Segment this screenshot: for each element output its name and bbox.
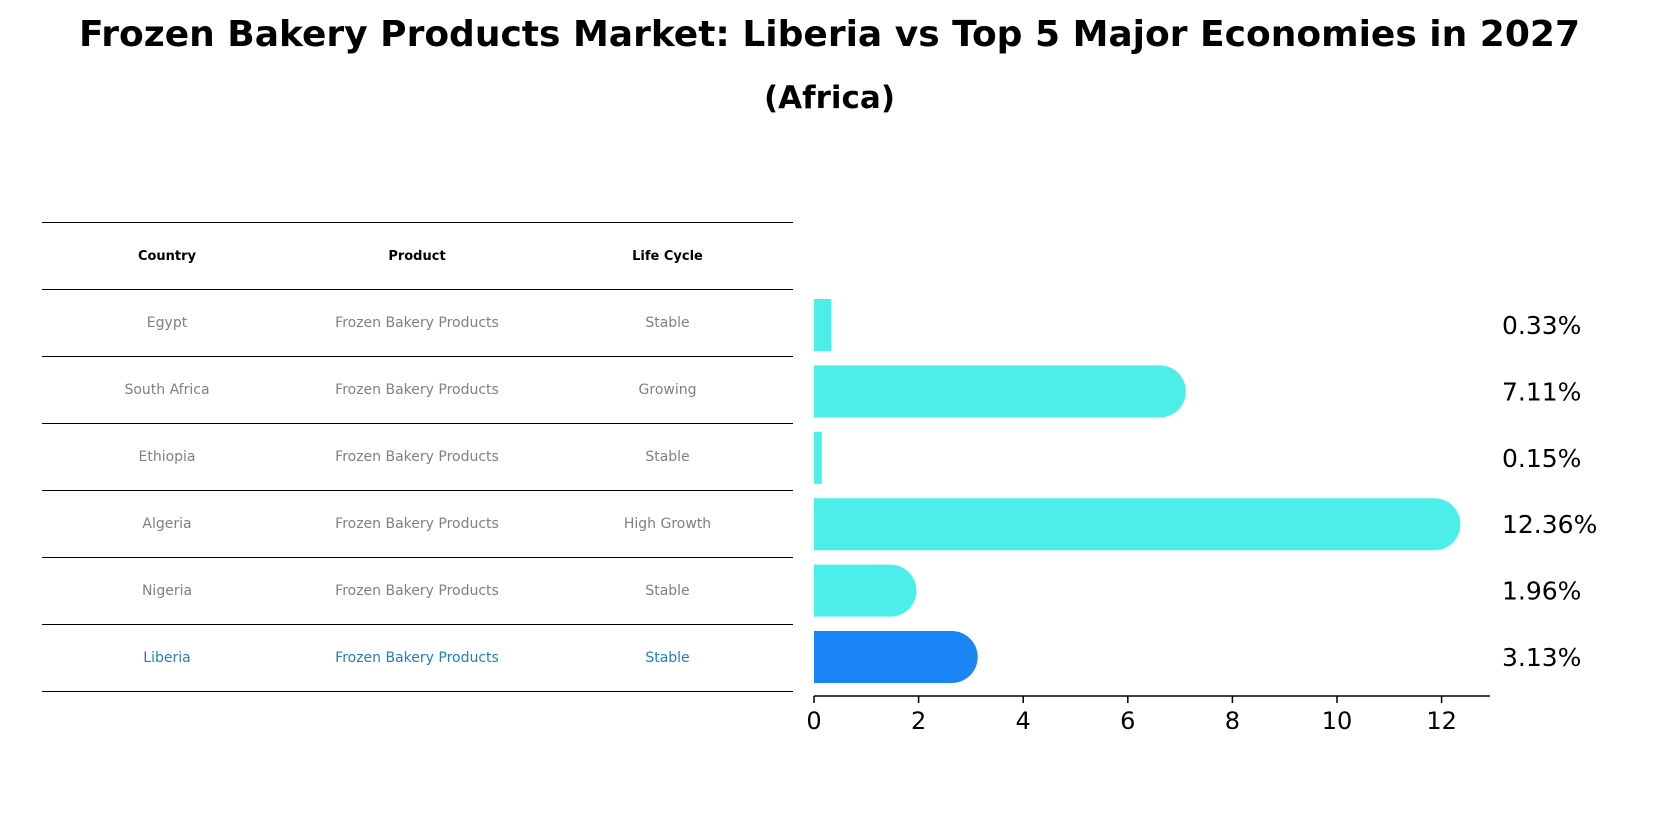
header-country: Country: [137, 248, 197, 264]
x-tick-label-6: 6: [1120, 707, 1135, 735]
bar-nigeria: [814, 564, 917, 617]
bar-egypt: [814, 299, 832, 351]
data-table: Country Product Life Cycle Egypt Frozen …: [42, 222, 793, 692]
value-label-algeria: 12.36%: [1502, 510, 1597, 539]
cell-country: Egypt: [146, 315, 188, 331]
bar-south-africa: [814, 365, 1186, 418]
table-row: Ethiopia Frozen Bakery Products Stable: [42, 423, 793, 490]
cell-life-cycle: Stable: [645, 315, 690, 331]
x-tick-label-10: 10: [1322, 707, 1353, 735]
cell-life-cycle: Stable: [645, 650, 690, 666]
table-row: Nigeria Frozen Bakery Products Stable: [42, 557, 793, 624]
cell-product: Frozen Bakery Products: [335, 516, 499, 532]
bar-algeria: [814, 498, 1461, 551]
cell-country: Liberia: [143, 650, 191, 666]
chart-subtitle: (Africa): [763, 80, 896, 116]
table-row-highlighted: Liberia Frozen Bakery Products Stable: [42, 624, 793, 692]
cell-country: Ethiopia: [138, 449, 196, 465]
x-tick-label-0: 0: [806, 707, 821, 735]
cell-life-cycle: Stable: [645, 583, 690, 599]
cell-product: Frozen Bakery Products: [335, 650, 499, 666]
value-label-south-africa: 7.11%: [1502, 377, 1581, 406]
x-tick-label-8: 8: [1225, 707, 1240, 735]
header-product: Product: [388, 248, 446, 264]
x-tick-label-4: 4: [1016, 707, 1031, 735]
cell-life-cycle: High Growth: [623, 516, 712, 532]
value-label-liberia: 3.13%: [1502, 643, 1581, 672]
x-tick-label-12: 12: [1426, 707, 1457, 735]
cell-product: Frozen Bakery Products: [335, 382, 499, 398]
cell-product: Frozen Bakery Products: [335, 583, 499, 599]
header-life-cycle: Life Cycle: [632, 248, 703, 264]
table-header-row: Country Product Life Cycle: [42, 222, 793, 289]
x-tick-label-2: 2: [911, 707, 926, 735]
cell-life-cycle: Stable: [645, 449, 690, 465]
cell-product: Frozen Bakery Products: [335, 315, 499, 331]
value-label-ethiopia: 0.15%: [1502, 444, 1581, 473]
bar-ethiopia: [814, 431, 822, 484]
cell-country: South Africa: [124, 382, 210, 398]
value-label-nigeria: 1.96%: [1502, 577, 1581, 606]
cell-life-cycle: Growing: [638, 382, 697, 398]
bar-liberia: [814, 631, 978, 683]
table-row: Algeria Frozen Bakery Products High Grow…: [42, 490, 793, 557]
chart-title: Frozen Bakery Products Market: Liberia v…: [79, 14, 1580, 55]
value-label-egypt: 0.33%: [1502, 311, 1581, 340]
table-row: Egypt Frozen Bakery Products Stable: [42, 289, 793, 356]
cell-country: Algeria: [142, 516, 192, 532]
cell-country: Nigeria: [141, 583, 193, 599]
cell-product: Frozen Bakery Products: [335, 449, 499, 465]
table-row: South Africa Frozen Bakery Products Grow…: [42, 356, 793, 423]
